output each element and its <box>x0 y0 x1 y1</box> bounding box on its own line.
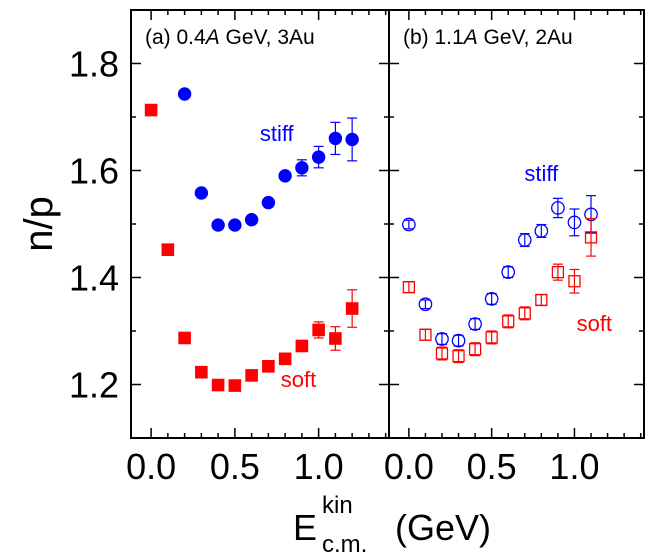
data-point <box>278 169 292 183</box>
x-axis-label-subscript: c.m. <box>322 531 367 558</box>
data-point <box>295 339 309 353</box>
data-point <box>161 243 175 256</box>
data-point <box>419 328 432 341</box>
x-axis-label-unit: (GeV) <box>395 507 491 548</box>
panel-title-label: (a) 0.4 <box>145 26 206 49</box>
x-tick-label: 0.0 <box>384 446 434 487</box>
data-point <box>567 215 582 230</box>
data-point <box>295 161 309 175</box>
axis-ticks <box>131 10 644 438</box>
series-label: soft <box>577 311 612 336</box>
data-point <box>329 332 342 345</box>
data-point <box>534 224 549 238</box>
data-point <box>195 365 208 379</box>
panel-title: (b) 1.1A GeV, 2Au <box>403 26 573 49</box>
data-point <box>262 360 275 373</box>
panel-title-rest: GeV, 3Au <box>220 26 315 49</box>
data-point <box>435 332 449 346</box>
data-point <box>517 233 532 247</box>
x-axis-label-superscript: kin <box>322 492 353 519</box>
x-tick-label: 1.0 <box>294 446 344 487</box>
data-point <box>328 131 343 146</box>
panel-title-rest: GeV, 2Au <box>478 26 573 49</box>
panel-title-italic: A <box>462 26 478 49</box>
data-point <box>311 150 326 164</box>
series-label: stiff <box>260 121 295 146</box>
y-tick-label: 1.4 <box>69 258 119 299</box>
data-point <box>435 347 449 360</box>
data-point <box>485 331 498 344</box>
series-label: stiff <box>524 161 559 186</box>
panel-frame-1 <box>388 9 645 439</box>
panel-title-italic: A <box>204 26 220 49</box>
x-tick-label: 1.0 <box>549 446 599 487</box>
series-stiff <box>177 87 359 232</box>
data-point <box>211 218 225 232</box>
data-point <box>178 331 191 345</box>
data-point <box>345 302 359 315</box>
data-point <box>452 349 465 363</box>
y-axis-label: n/p <box>17 196 61 252</box>
data-point <box>484 292 499 306</box>
x-tick-label: 0.5 <box>210 446 260 487</box>
data-point <box>535 293 548 307</box>
panel-title-label: (b) 1.1 <box>403 26 464 49</box>
y-tick-label: 1.6 <box>69 151 119 192</box>
data-point <box>551 201 565 215</box>
x-axis-label-symbol: E <box>293 507 317 548</box>
data-point <box>228 379 242 392</box>
data-point <box>568 275 581 288</box>
data-point <box>402 217 416 232</box>
panel-frame-0 <box>130 9 390 439</box>
data-point <box>402 280 416 294</box>
y-tick-label: 1.2 <box>69 365 119 406</box>
data-point <box>177 87 192 101</box>
data-point <box>345 132 359 147</box>
data-point <box>418 297 433 312</box>
y-tick-label: 1.8 <box>69 44 119 85</box>
series-soft <box>402 218 598 364</box>
tick-labels: 0.0 0.5 1.0 1.2 1.4 1.6 1.8 0.0 0.5 1.0 <box>69 44 600 488</box>
data-point <box>228 218 242 232</box>
data-point <box>468 317 482 331</box>
data-point <box>468 343 482 356</box>
data-point <box>194 186 209 200</box>
data-point <box>278 352 292 366</box>
data-point <box>144 103 158 117</box>
series-soft <box>144 103 359 392</box>
panel-title: (a) 0.4A GeV, 3Au <box>145 26 315 49</box>
data-point <box>245 369 258 382</box>
data-point <box>518 307 531 320</box>
data-point <box>501 265 516 279</box>
data-point <box>261 195 276 210</box>
series-label: soft <box>281 367 316 392</box>
data-point <box>584 231 598 244</box>
series-stiff <box>402 195 598 348</box>
data-point <box>451 333 466 348</box>
data-point <box>551 265 565 279</box>
data-point <box>312 323 325 337</box>
data-point <box>244 213 259 227</box>
data-marks <box>144 87 598 392</box>
data-point <box>502 315 515 328</box>
x-tick-label: 0.0 <box>126 446 176 487</box>
x-tick-label: 0.5 <box>467 446 517 487</box>
data-point <box>211 378 225 392</box>
